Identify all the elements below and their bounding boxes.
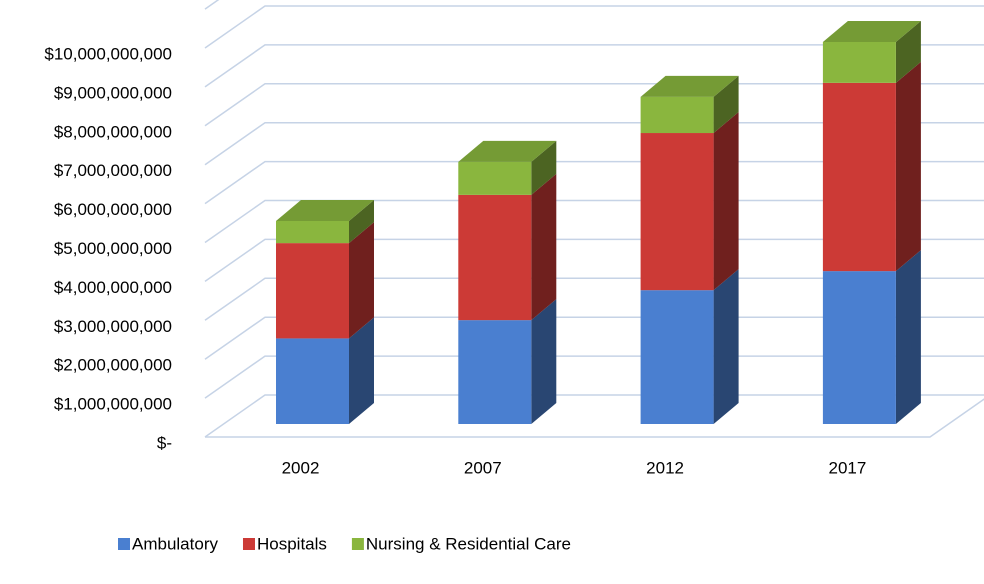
bar: [276, 243, 349, 339]
bar: [822, 82, 896, 272]
grid-line: [204, 394, 984, 438]
bar-side: [531, 140, 557, 195]
grid-line: [204, 44, 984, 88]
y-tick-label: $9,000,000,000: [54, 83, 172, 102]
y-tick-label: $1,000,000,000: [54, 395, 172, 414]
y-tick-label: $4,000,000,000: [54, 278, 172, 297]
bar-side: [895, 21, 921, 83]
bar-side: [895, 250, 921, 424]
bar: [458, 194, 532, 321]
grid-line: [204, 5, 984, 49]
bar-top: [822, 21, 921, 43]
y-tick-label: $5,000,000,000: [54, 239, 172, 258]
y-tick-label: $7,000,000,000: [54, 161, 172, 180]
legend-swatch: [242, 538, 255, 550]
bar: [276, 220, 349, 244]
bar: [640, 290, 714, 424]
legend-label: Nursing & Residential Care: [366, 534, 571, 553]
grid-line: [204, 160, 984, 205]
bar-top: [640, 75, 739, 97]
bar: [458, 161, 532, 195]
bar: [458, 320, 532, 424]
legend-swatch: [351, 538, 364, 550]
legend-label: Ambulatory: [132, 534, 218, 553]
wall-top: [204, 0, 220, 10]
y-tick-label: $10,000,000,000: [44, 44, 172, 63]
bar-side: [713, 75, 739, 134]
bar-side: [349, 317, 374, 424]
y-tick-label: $8,000,000,000: [54, 122, 172, 141]
bar: [276, 338, 349, 424]
grid-line: [204, 277, 984, 321]
grid-line: [204, 121, 984, 166]
bar-side: [713, 269, 739, 424]
x-tick-label: 2017: [828, 458, 866, 477]
bar-top: [276, 199, 374, 221]
bar: [822, 42, 896, 83]
grid-line: [204, 316, 984, 360]
y-tick-label: $2,000,000,000: [54, 356, 172, 375]
legend-label: Hospitals: [257, 534, 327, 553]
grid-line: [204, 83, 984, 127]
y-tick-label: $6,000,000,000: [54, 200, 172, 219]
bar-side: [531, 173, 557, 321]
grid-line: [204, 238, 984, 283]
bar-side: [895, 61, 921, 272]
floor: [205, 398, 984, 438]
x-tick-label: 2012: [646, 458, 684, 477]
x-tick-label: 2002: [282, 458, 320, 477]
bar-side: [349, 199, 374, 244]
bar: [640, 133, 714, 291]
bar-side: [713, 112, 739, 291]
y-tick-label: $-: [157, 433, 172, 452]
bar: [640, 96, 714, 134]
bar-side: [349, 222, 374, 339]
grid-line: [204, 355, 984, 399]
bar-top: [458, 140, 557, 162]
y-tick-label: $3,000,000,000: [54, 317, 172, 336]
x-tick-label: 2007: [464, 458, 502, 477]
bar-side: [531, 299, 557, 424]
legend-swatch: [118, 538, 130, 550]
bar: [822, 271, 896, 424]
grid-line: [204, 199, 984, 244]
